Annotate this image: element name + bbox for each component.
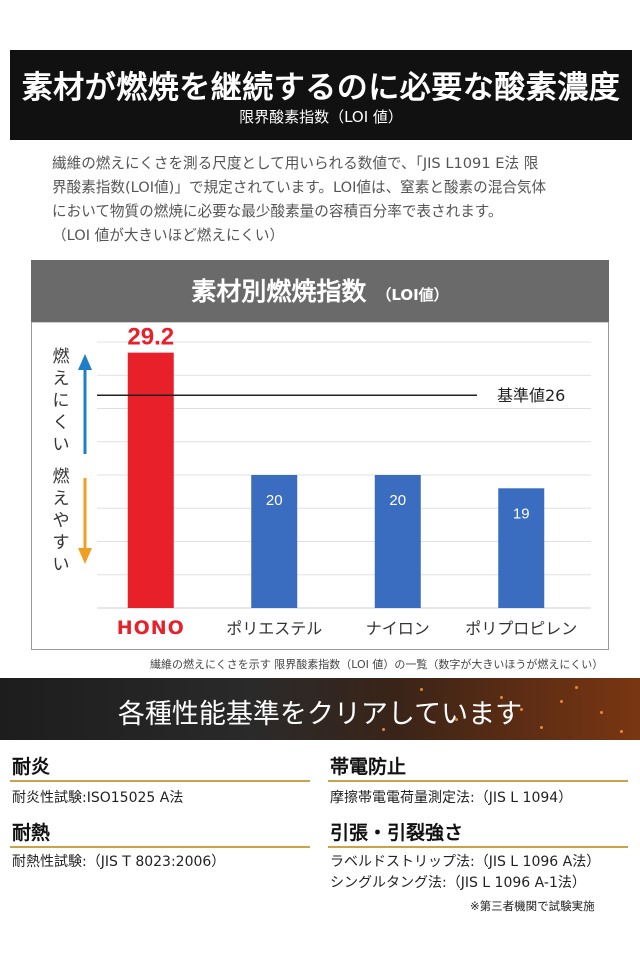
- perf-text-tensile-2: シングルタング法:（JIS L 1096 A-1法）: [330, 875, 586, 891]
- category-label-2: ポリエステル: [226, 619, 322, 638]
- chart-caption: 繊維の燃えにくさを示す 限界酸素指数（LOI 値）の一覧（数字が大きいほうが燃え…: [150, 658, 604, 671]
- annotation-down-char: い: [53, 555, 70, 575]
- perf-text-tensile-1: ラベルドストリップ法:（JIS L 1096 A法）: [330, 854, 601, 870]
- annotation-up-char: い: [53, 435, 70, 455]
- chart-title: 素材別燃焼指数 （LOI値）: [31, 272, 609, 308]
- perf-divider: [10, 780, 310, 782]
- perf-text-antistatic: 摩擦帯電電荷量測定法:（JIS L 1094）: [330, 790, 573, 806]
- perf-divider: [10, 846, 310, 848]
- category-label-1: HONO: [117, 617, 185, 639]
- category-label-3: ナイロン: [366, 619, 430, 638]
- annotation-down-char: え: [53, 489, 70, 509]
- perf-text-heat: 耐熱性試験:（JIS T 8023:2006）: [12, 854, 226, 870]
- data-label-bar-4: 19: [513, 505, 530, 522]
- annotation-up-char: に: [53, 391, 70, 411]
- category-label-4: ポリプロピレン: [465, 619, 577, 638]
- chart-title-main: 素材別燃焼指数: [191, 277, 367, 306]
- perf-heading-tensile: 引張・引裂強さ: [330, 822, 464, 844]
- page-title: 素材が燃焼を継続するのに必要な酸素濃度: [21, 70, 621, 106]
- arrow-up-icon: [78, 354, 92, 370]
- description-line: 繊維の燃えにくさを測る尺度として用いられる数値で、「JIS L1091 E法 限: [52, 155, 539, 172]
- perf-heading-heat: 耐熱: [12, 822, 51, 844]
- description-line: 界酸素指数(LOI値)」で規定されています。LOI値は、窒素と酸素の混合気体: [52, 179, 547, 196]
- annotation-up-char: く: [53, 413, 70, 433]
- annotation-down-char: す: [53, 533, 70, 553]
- chart-frame: [31, 322, 609, 650]
- chart-title-suffix: （LOI値）: [376, 286, 449, 304]
- data-label-bar-2: 20: [266, 492, 283, 509]
- bar-2: [251, 475, 298, 608]
- reference-line-label: 基準値26: [497, 386, 565, 405]
- annotation-up-char: 燃: [53, 347, 70, 367]
- title-banner: 素材が燃焼を継続するのに必要な酸素濃度 限界酸素指数（LOI 値）: [10, 50, 632, 140]
- description-line: （LOI 値が大きいほど燃えにくい）: [52, 227, 285, 244]
- performance-banner: 各種性能基準をクリアしています: [0, 678, 640, 740]
- perf-heading-antistatic: 帯電防止: [330, 756, 407, 778]
- annotation-down-char: や: [53, 511, 70, 531]
- bar-4: [498, 488, 545, 608]
- banner-title: 各種性能基準をクリアしています: [117, 699, 523, 730]
- annotation-up-char: え: [53, 369, 70, 389]
- data-label-bar-3: 20: [389, 492, 406, 509]
- loi-bar-chart: 29.2HONO20ポリエステル20ナイロン19ポリプロピレン基準値26燃えにく…: [31, 322, 609, 650]
- chart-header: 素材別燃焼指数 （LOI値）: [31, 260, 609, 322]
- page-subtitle: 限界酸素指数（LOI 値）: [239, 108, 403, 126]
- description-text: 繊維の燃えにくさを測る尺度として用いられる数値で、「JIS L1091 E法 限…: [52, 152, 612, 248]
- chart-panel: 素材別燃焼指数 （LOI値） 29.2 HONO 20 ポリエステル 20 ナイロン 19 ポリ…: [31, 260, 609, 650]
- perf-text-flame: 耐炎性試験:ISO15025 A法: [12, 790, 184, 806]
- bar-1: [127, 352, 174, 608]
- data-label-hono: 29.2: [127, 324, 174, 351]
- footnote: ※第三者機関で試験実施: [470, 899, 595, 913]
- perf-divider: [328, 846, 628, 848]
- perf-heading-flame: 耐炎: [12, 756, 51, 778]
- annotation-down-char: 燃: [53, 467, 70, 487]
- bar-3: [374, 475, 421, 608]
- arrow-down-icon: [78, 548, 92, 564]
- description-line: において物質の燃焼に必要な最少酸素量の容積百分率で表されます。: [52, 203, 503, 220]
- perf-divider: [328, 780, 628, 782]
